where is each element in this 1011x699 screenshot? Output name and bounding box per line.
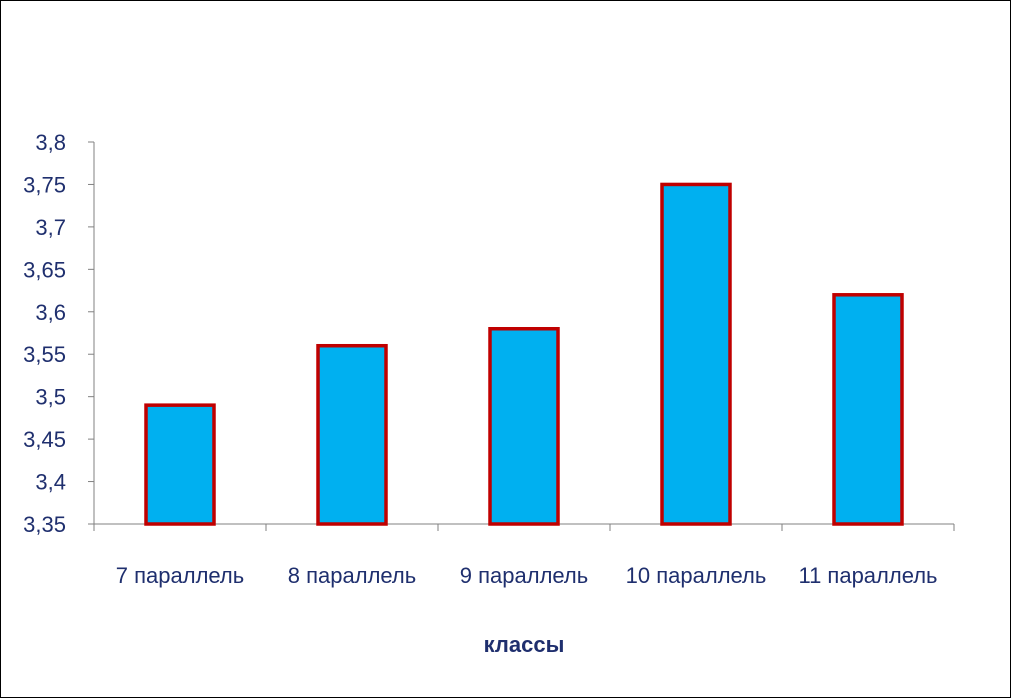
bar xyxy=(488,327,560,526)
x-category-label: 10 параллель xyxy=(626,563,767,588)
bars xyxy=(144,182,904,526)
bar xyxy=(832,293,904,526)
y-tick-label: 3,7 xyxy=(35,215,66,240)
y-tick-label: 3,8 xyxy=(35,130,66,155)
y-tick-label: 3,45 xyxy=(23,427,66,452)
bar xyxy=(660,182,732,526)
x-category-label: 8 параллель xyxy=(288,563,416,588)
y-tick-label: 3,55 xyxy=(23,342,66,367)
y-tick-label: 3,6 xyxy=(35,300,66,325)
x-category-label: 11 параллель xyxy=(798,563,937,588)
y-tick-label: 3,5 xyxy=(35,385,66,410)
bar xyxy=(316,343,388,526)
x-axis-title: классы xyxy=(484,632,565,657)
y-tick-label: 3,75 xyxy=(23,172,66,197)
x-category-label: 7 параллель xyxy=(116,563,244,588)
bar xyxy=(144,403,216,526)
x-category-label: 9 параллель xyxy=(460,563,588,588)
y-tick-label: 3,35 xyxy=(23,512,66,537)
y-tick-label: 3,65 xyxy=(23,257,66,282)
y-axis: 3,35 3,4 3,45 3,5 3,55 3,6 3,65 3,7 3,75 3,8 xyxy=(23,130,95,537)
y-tick-label: 3,4 xyxy=(35,470,66,495)
x-axis: 7 параллель 8 параллель 9 параллель 10 пара… xyxy=(93,523,955,588)
